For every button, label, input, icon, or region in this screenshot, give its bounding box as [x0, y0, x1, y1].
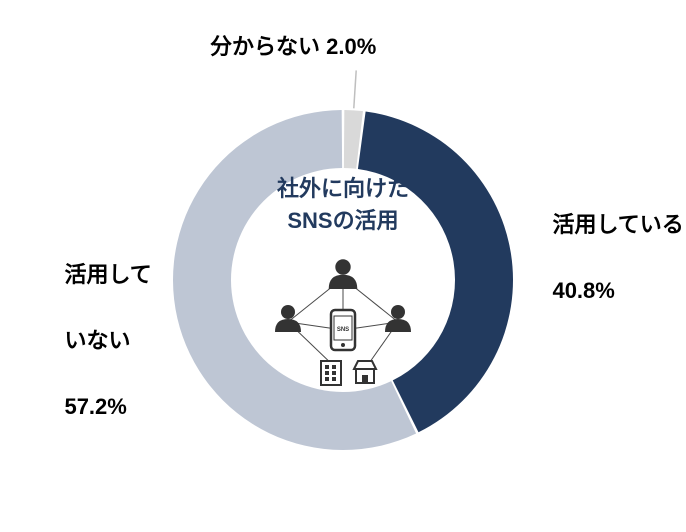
person-left-icon-body: [275, 319, 301, 332]
person-top-icon-head: [335, 259, 350, 274]
person-right-icon-body: [385, 319, 411, 332]
building-window: [332, 377, 336, 381]
person-left-icon-head: [281, 305, 295, 319]
phone-sns-label: SNS: [337, 327, 349, 333]
center-title-line1: 社外に向けた: [277, 176, 409, 201]
slice-label-using: 活用している 40.8%: [528, 175, 684, 340]
donut-chart: SNS 分からない 2.0% 活用している 40.8% 活用して いない 57.…: [0, 0, 686, 532]
building-window: [325, 377, 329, 381]
slice-label-not-line3: 57.2%: [64, 394, 126, 419]
leader-line: [354, 70, 356, 108]
building-window: [332, 365, 336, 369]
slice-label-using-line1: 活用している: [552, 212, 683, 237]
slice-label-not-using: 活用して いない 57.2%: [40, 225, 152, 456]
building-window: [325, 371, 329, 375]
person-right-icon-head: [391, 305, 405, 319]
slice-label-not-line1: 活用して: [64, 262, 151, 287]
center-title-line2: SNSの活用: [287, 208, 398, 233]
shop-awning: [354, 361, 376, 369]
phone-home-button: [341, 343, 345, 347]
center-sns-icon: SNS: [275, 259, 411, 385]
building-window: [332, 371, 336, 375]
person-top-icon-body: [329, 275, 358, 289]
chart-center-title: 社外に向けた SNSの活用: [243, 173, 443, 237]
shop-door: [362, 375, 368, 383]
building-icon: [321, 361, 341, 385]
slice-label-unknown: 分からない 2.0%: [210, 30, 376, 63]
donut-slice-using: [358, 112, 513, 433]
building-window: [325, 365, 329, 369]
slice-label-using-line2: 40.8%: [552, 278, 614, 303]
slice-label-not-line2: いない: [64, 328, 130, 353]
